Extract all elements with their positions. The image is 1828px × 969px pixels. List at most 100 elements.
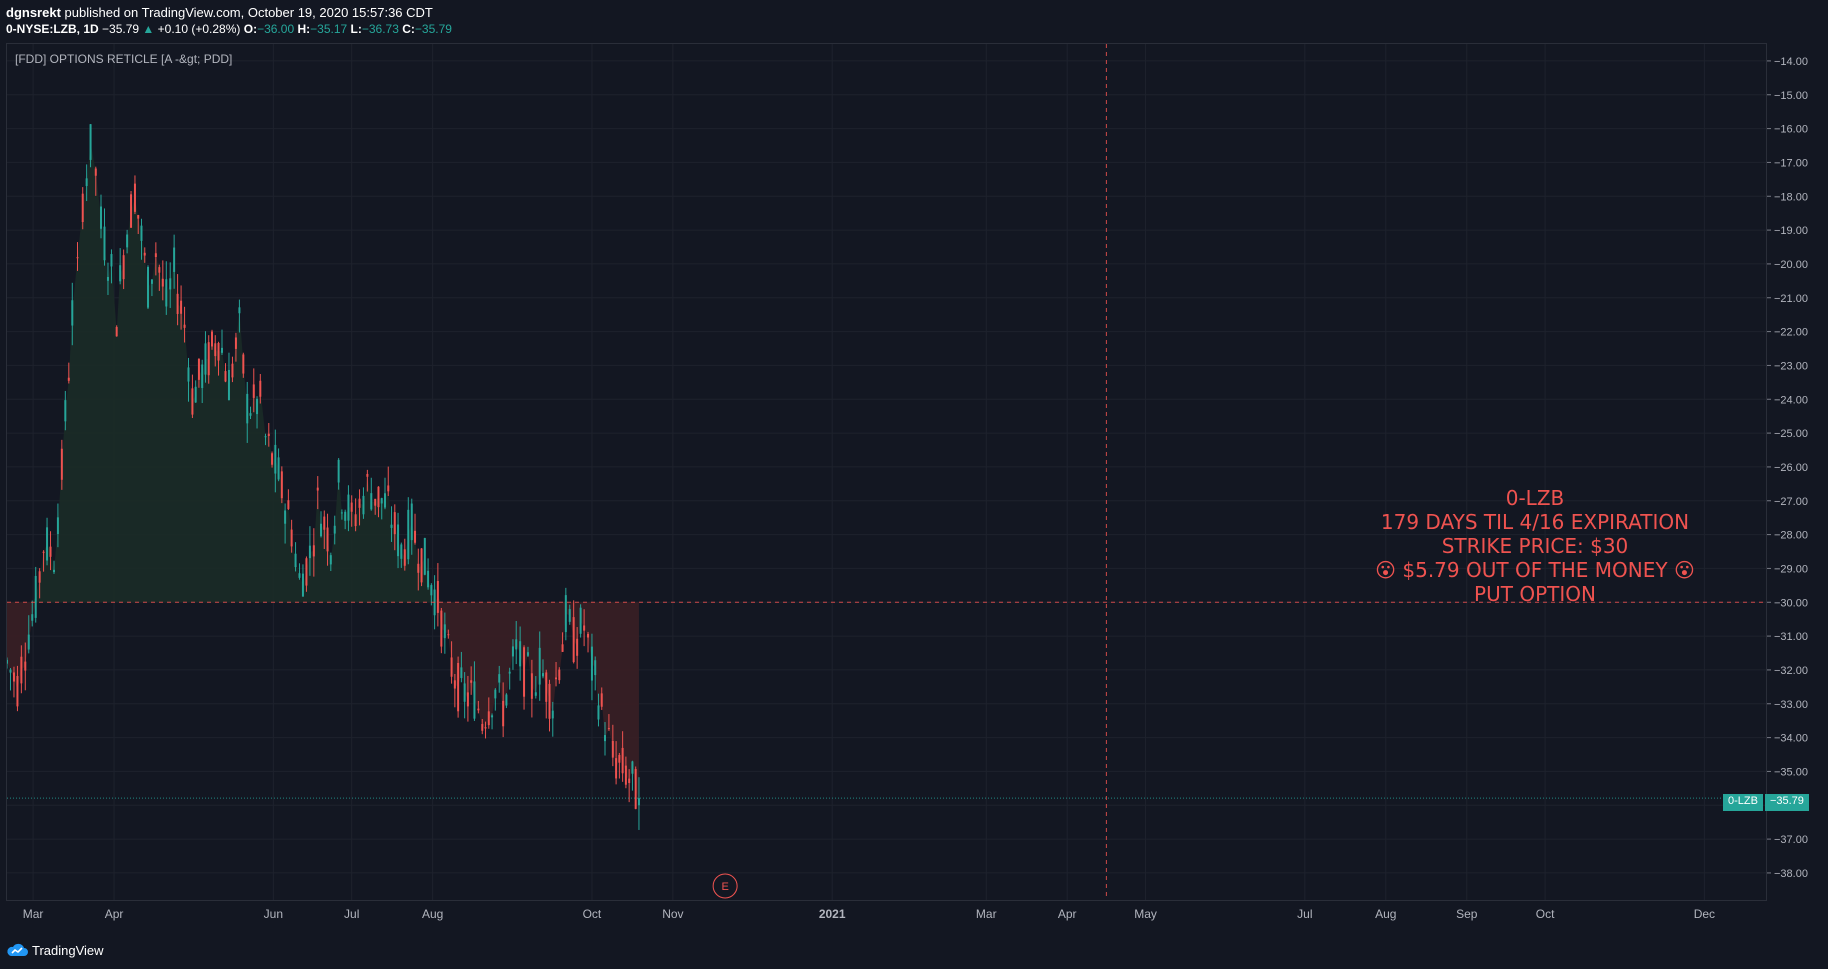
candle-body (611, 741, 614, 758)
candle-body (191, 388, 194, 415)
candle-body (161, 278, 164, 287)
candle-body (81, 193, 84, 223)
price-tag-symbol: 0-LZB (1723, 794, 1763, 811)
candle-body (290, 529, 293, 547)
candle-body (564, 595, 567, 633)
price-axis: −14.00 −15.00 −16.00 −17.00 −18.00 −19.00 −20.… (1766, 56, 1808, 880)
options-annotation: 0-LZB 179 DAYS TIL 4/16 EXPIRATION STRIK… (1320, 486, 1750, 606)
candle-body (294, 553, 297, 568)
publish-header: dgnsrekt published on TradingView.com, O… (6, 4, 433, 21)
price-tick-label: −17.00 (1774, 157, 1808, 169)
price-tick-label: −30.00 (1774, 597, 1808, 609)
chart-grid (7, 44, 1766, 900)
candle-body (56, 517, 59, 535)
symbol-label[interactable]: 0-NYSE:LZB, 1D (6, 22, 99, 36)
candle-body (137, 215, 140, 219)
candle-body (194, 386, 197, 403)
candle-body (579, 607, 582, 634)
last-price: −35.79 (102, 22, 140, 36)
candle-body (221, 347, 224, 353)
time-tick-label: Jul (1297, 907, 1312, 921)
candle-body (210, 331, 213, 347)
candle-body (481, 723, 484, 731)
candle-body (249, 413, 252, 416)
candle-body (407, 509, 410, 560)
candle-body (576, 638, 579, 656)
candle-body (545, 672, 548, 702)
candle-body (370, 493, 373, 510)
candle-body (350, 502, 353, 512)
candle-body (387, 485, 390, 492)
candle-body (470, 680, 473, 683)
candle-body (85, 178, 88, 187)
indicator-title[interactable]: [FDD] OPTIONS RETICLE [A -&gt; PDD] (15, 52, 233, 66)
candle-body (173, 247, 176, 272)
price-tick-label: −32.00 (1774, 665, 1808, 677)
time-tick-label: Jun (264, 907, 283, 921)
candle-body (538, 647, 541, 685)
candle-body (427, 570, 430, 588)
time-tick-label: Oct (1536, 907, 1555, 921)
candle-body (473, 681, 476, 719)
candle-body (597, 705, 600, 720)
candle-body (466, 692, 469, 707)
price-tick-label: −27.00 (1774, 496, 1808, 508)
candle-body (197, 358, 200, 380)
price-tick-label: −28.00 (1774, 530, 1808, 542)
price-tick-label: −29.00 (1774, 563, 1808, 575)
candle-body (71, 300, 74, 326)
candle-body (534, 692, 537, 696)
candle-body (551, 710, 554, 719)
candle-body (31, 614, 34, 621)
price-tick-label: −16.00 (1774, 124, 1808, 136)
in-the-money-fill (7, 142, 639, 603)
candle-body (377, 486, 380, 508)
candle-body (594, 660, 597, 676)
earnings-marker-label: E (721, 881, 728, 893)
time-tick-label: Nov (662, 907, 683, 921)
author-name[interactable]: dgnsrekt (6, 5, 61, 20)
footer-brand[interactable]: TradingView (6, 940, 104, 960)
candle-body (380, 498, 383, 504)
candle-body (207, 342, 210, 376)
candle-body (362, 495, 365, 515)
candle-body (410, 503, 413, 541)
annotation-days: 179 DAYS TIL 4/16 EXPIRATION (1380, 510, 1690, 534)
candle-body (477, 708, 480, 711)
candle-body (305, 558, 308, 586)
candle-body (374, 498, 377, 506)
candle-body (526, 652, 529, 656)
annotation-moneyness: 😮 $5.79 OUT OF THE MONEY 😮 (1375, 558, 1695, 582)
candle-body (67, 377, 70, 381)
candle-body (618, 754, 621, 763)
candle-body (60, 448, 63, 480)
candle-body (447, 634, 450, 636)
candle-body (515, 639, 518, 650)
candle-body (604, 735, 607, 742)
candle-body (259, 380, 262, 397)
candle-body (548, 683, 551, 719)
candle-body (271, 453, 274, 465)
candle-body (420, 548, 423, 583)
candle-body (457, 662, 460, 712)
candle-body (20, 656, 23, 684)
price-tick-label: −20.00 (1774, 259, 1808, 271)
close-value: −35.79 (414, 22, 452, 36)
candle-body (34, 575, 37, 618)
candle-body (16, 676, 19, 707)
candle-body (119, 265, 122, 282)
time-tick-label: Aug (422, 907, 443, 921)
price-tick-label: −14.00 (1774, 56, 1808, 68)
candle-body (133, 183, 136, 212)
candle-body (147, 266, 150, 308)
open-value: −36.00 (257, 22, 295, 36)
candle-body (628, 778, 631, 783)
candle-body (600, 693, 603, 707)
price-tick-label: −19.00 (1774, 225, 1808, 237)
time-tick-label: Apr (105, 907, 124, 921)
close-label: C: (402, 22, 415, 36)
candle-body (231, 363, 234, 378)
candle-body (329, 555, 332, 565)
